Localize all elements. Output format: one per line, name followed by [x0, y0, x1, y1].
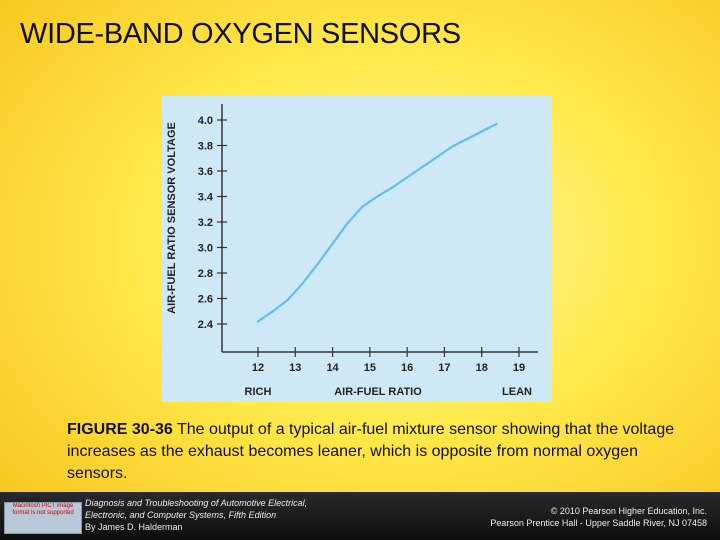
figure-label: FIGURE 30-36 [67, 421, 173, 438]
y-tick-label: 3.8 [198, 141, 213, 153]
book-info: Diagnosis and Troubleshooting of Automot… [85, 497, 385, 533]
caption-text: The output of a typical air-fuel mixture… [67, 421, 675, 482]
book-author: By James D. Halderman [85, 522, 183, 532]
y-tick-label: 2.6 [198, 294, 213, 306]
x-tick-label: 17 [438, 362, 450, 374]
x-tick-label: 16 [401, 362, 413, 374]
figure-caption: FIGURE 30-36 The output of a typical air… [67, 419, 677, 485]
x-tick-label: 12 [252, 362, 264, 374]
voltage-chart: 2.4 2.6 2.8 3.0 3.2 3.4 3.6 3.8 4.0 12 13 14 15 16 17… [166, 104, 538, 398]
x-axis-label: AIR-FUEL RATIO [334, 386, 422, 398]
x-tick-label: 13 [289, 362, 301, 374]
y-tick-label: 3.2 [198, 217, 213, 229]
y-axis-label: AIR-FUEL RATIO SENSOR VOLTAGE [166, 122, 178, 314]
y-tick-label: 3.4 [198, 192, 214, 204]
x-tick-label: 19 [513, 362, 525, 374]
y-tick-label: 3.6 [198, 166, 213, 178]
y-tick-label: 4.0 [198, 115, 213, 127]
lean-label: LEAN [502, 386, 532, 398]
chart-panel: 2.4 2.6 2.8 3.0 3.2 3.4 3.6 3.8 4.0 12 13 14 15 16 17… [162, 96, 552, 402]
copyright-line1: © 2010 Pearson Higher Education, Inc. [550, 506, 707, 516]
rich-label: RICH [245, 386, 272, 398]
y-tick-label: 2.8 [198, 268, 213, 280]
y-tick-label: 3.0 [198, 243, 213, 255]
book-title-line2: Electronic, and Computer Systems, Fifth … [85, 510, 277, 520]
publisher-logo-placeholder: Macintosh PICT image format is not suppo… [4, 502, 82, 534]
copyright-info: © 2010 Pearson Higher Education, Inc. Pe… [407, 505, 707, 529]
y-tick-label: 2.4 [198, 319, 214, 331]
x-tick-label: 14 [326, 362, 339, 374]
x-tick-label: 15 [364, 362, 376, 374]
footer-bar: Macintosh PICT image format is not suppo… [0, 492, 720, 540]
voltage-series-line [256, 122, 498, 323]
copyright-line2: Pearson Prentice Hall - Upper Saddle Riv… [490, 518, 707, 528]
book-title-line1: Diagnosis and Troubleshooting of Automot… [85, 498, 308, 508]
x-tick-label: 18 [476, 362, 488, 374]
slide-title: WIDE-BAND OXYGEN SENSORS [20, 18, 461, 50]
